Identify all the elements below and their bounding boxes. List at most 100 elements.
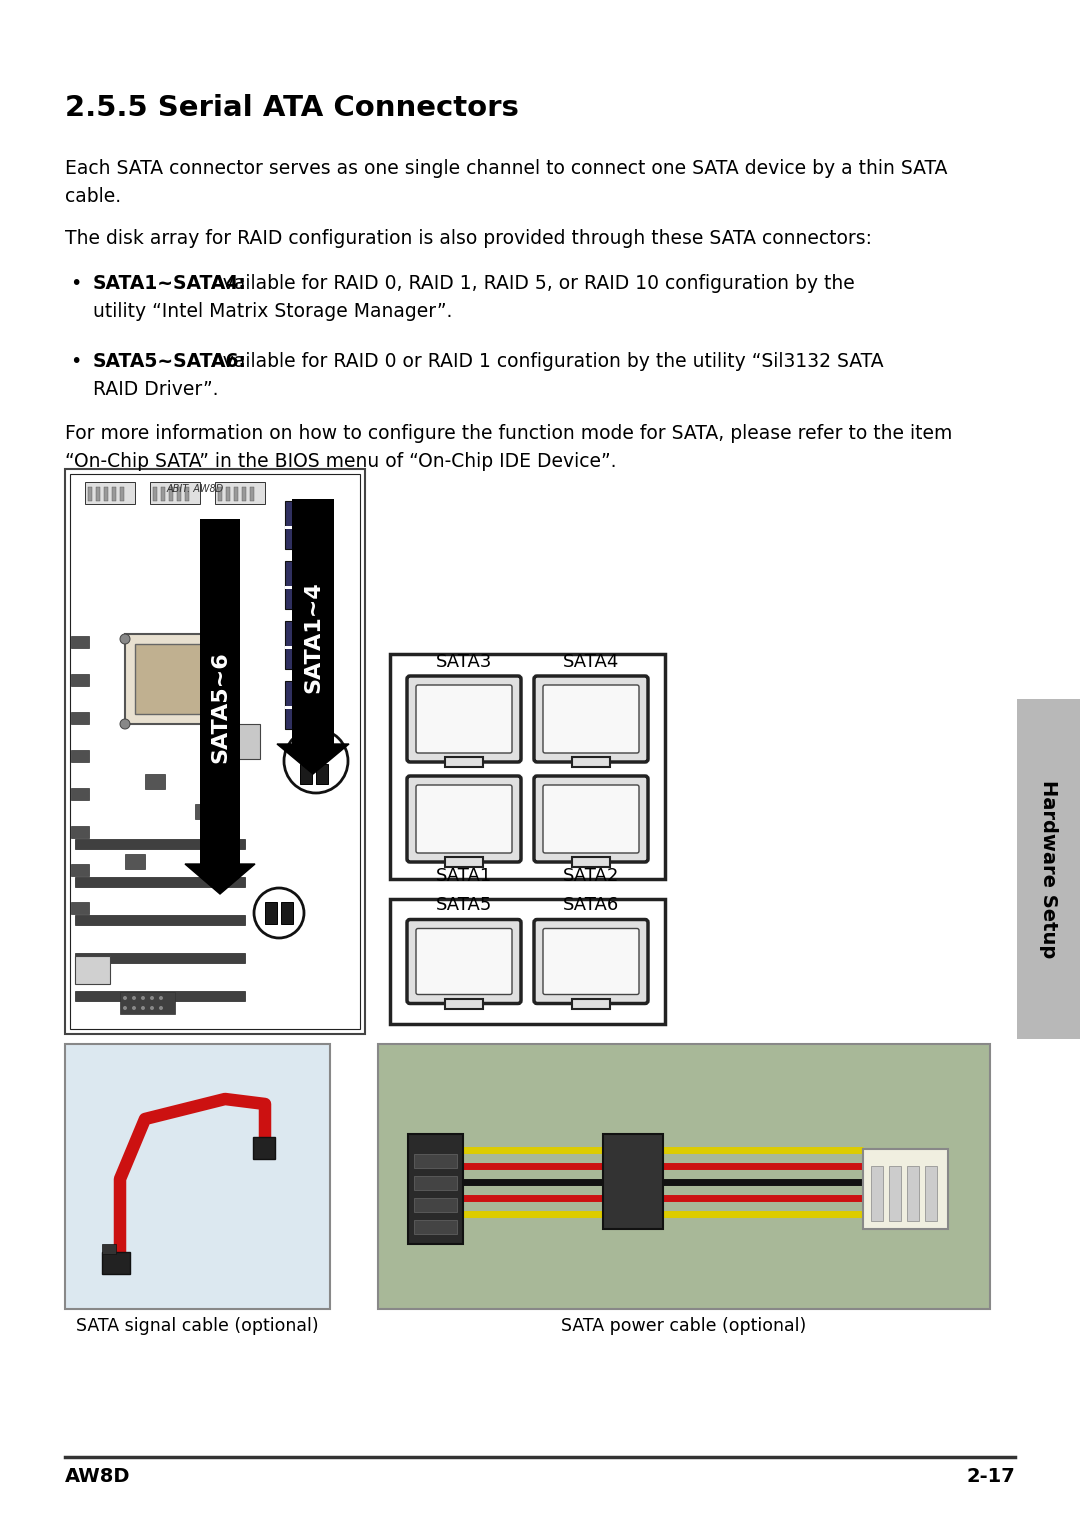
Bar (924, 1167, 937, 1222)
Bar (414, 1176, 457, 1190)
Bar (150, 482, 200, 505)
Circle shape (120, 635, 130, 644)
Bar (414, 1154, 457, 1168)
Bar (112, 488, 116, 502)
Bar (220, 725, 260, 758)
Bar (70, 474, 360, 1029)
Bar (145, 774, 165, 789)
FancyBboxPatch shape (534, 777, 648, 862)
Circle shape (120, 719, 130, 729)
Circle shape (132, 1006, 136, 1011)
Text: SATA2: SATA2 (563, 867, 619, 885)
Bar (120, 488, 124, 502)
Bar (71, 864, 89, 876)
Circle shape (159, 1006, 163, 1011)
Text: utility “Intel Matrix Storage Manager”.: utility “Intel Matrix Storage Manager”. (93, 303, 453, 321)
Bar (102, 1245, 116, 1254)
Bar (215, 482, 265, 505)
Bar (300, 739, 312, 758)
Circle shape (123, 995, 127, 1000)
Bar (234, 488, 238, 502)
Text: SATA6: SATA6 (563, 896, 619, 914)
Text: Hardware Setup: Hardware Setup (1039, 780, 1058, 959)
Bar (153, 488, 157, 502)
Bar (445, 856, 483, 867)
Bar (414, 1220, 457, 1234)
Circle shape (123, 1006, 127, 1011)
Bar (75, 953, 245, 963)
Circle shape (141, 995, 145, 1000)
Bar (85, 482, 135, 505)
Bar (226, 488, 230, 502)
FancyBboxPatch shape (534, 919, 648, 1003)
Bar (870, 1167, 883, 1222)
Polygon shape (276, 745, 349, 774)
Text: cable.: cable. (65, 187, 121, 206)
Bar (177, 488, 181, 502)
Text: SATA1~4: SATA1~4 (303, 581, 323, 693)
Text: SATA5~SATA6:: SATA5~SATA6: (93, 352, 247, 372)
Bar (285, 561, 307, 609)
Text: SATA1: SATA1 (436, 867, 492, 885)
FancyBboxPatch shape (407, 777, 521, 862)
Bar (96, 488, 100, 502)
Bar (390, 899, 665, 1024)
Text: Available for RAID 0, RAID 1, RAID 5, or RAID 10 configuration by the: Available for RAID 0, RAID 1, RAID 5, or… (205, 274, 854, 294)
Text: Available for RAID 0 or RAID 1 configuration by the utility “Sil3132 SATA: Available for RAID 0 or RAID 1 configura… (205, 352, 883, 372)
Bar (71, 902, 89, 914)
Bar (65, 469, 365, 1034)
Bar (285, 586, 307, 589)
Bar (1017, 699, 1080, 1040)
Bar (292, 498, 334, 745)
Text: SATA5~6: SATA5~6 (210, 651, 230, 763)
Bar (120, 992, 175, 1014)
Bar (390, 654, 665, 879)
Text: AW8D: AW8D (65, 1466, 131, 1486)
FancyBboxPatch shape (407, 919, 521, 1003)
Bar (161, 488, 165, 502)
FancyBboxPatch shape (416, 784, 512, 853)
Bar (75, 914, 245, 925)
Bar (253, 1138, 275, 1159)
Bar (281, 902, 293, 924)
Circle shape (141, 1006, 145, 1011)
Bar (71, 713, 89, 725)
Bar (71, 636, 89, 648)
FancyBboxPatch shape (416, 685, 512, 752)
Text: SATA signal cable (optional): SATA signal cable (optional) (77, 1316, 319, 1335)
Bar (316, 739, 328, 758)
Bar (285, 706, 307, 709)
Text: The disk array for RAID configuration is also provided through these SATA connec: The disk array for RAID configuration is… (65, 229, 872, 248)
Text: 2-17: 2-17 (967, 1466, 1015, 1486)
Bar (125, 855, 145, 868)
Bar (249, 488, 254, 502)
FancyBboxPatch shape (407, 676, 521, 761)
Text: SATA1~SATA4:: SATA1~SATA4: (93, 274, 247, 294)
Bar (316, 764, 328, 784)
FancyBboxPatch shape (534, 676, 648, 761)
Bar (218, 488, 222, 502)
Bar (300, 764, 312, 784)
FancyBboxPatch shape (416, 928, 512, 994)
Bar (414, 1199, 457, 1212)
Bar (572, 998, 610, 1009)
Bar (75, 956, 110, 985)
Circle shape (132, 995, 136, 1000)
Bar (195, 804, 215, 820)
Bar (71, 826, 89, 838)
Bar (285, 621, 307, 670)
Text: ABIT. AW8D: ABIT. AW8D (166, 485, 224, 494)
Bar (71, 751, 89, 761)
Bar (242, 488, 246, 502)
Text: SATA3: SATA3 (436, 653, 492, 671)
Text: SATA power cable (optional): SATA power cable (optional) (562, 1316, 807, 1335)
Bar (75, 878, 245, 887)
Text: For more information on how to configure the function mode for SATA, please refe: For more information on how to configure… (65, 424, 953, 443)
Bar (200, 518, 240, 864)
Bar (408, 1135, 463, 1245)
Text: Each SATA connector serves as one single channel to connect one SATA device by a: Each SATA connector serves as one single… (65, 159, 947, 177)
Polygon shape (185, 864, 255, 894)
Bar (572, 757, 610, 768)
Bar (135, 644, 205, 714)
Bar (285, 680, 307, 729)
